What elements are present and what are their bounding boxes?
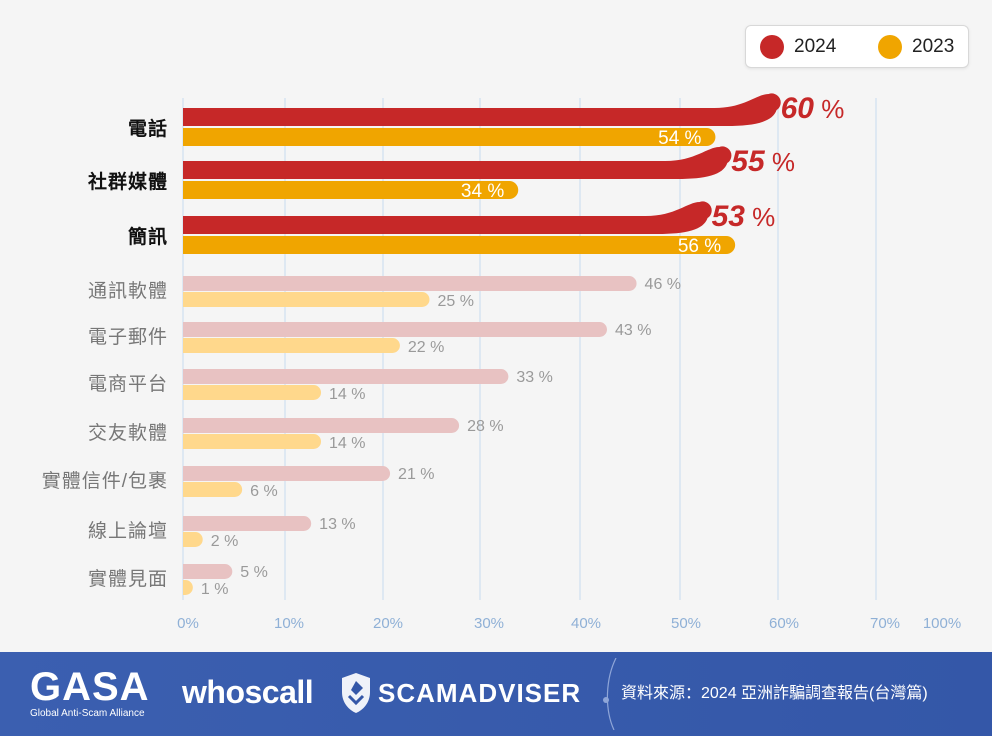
bar-2024 — [183, 93, 781, 126]
category-label: 實體信件/包裹 — [42, 470, 168, 492]
bar-2023 — [183, 482, 243, 497]
value-label-2024: 21 % — [398, 466, 434, 483]
legend: 2024 2023 — [745, 25, 969, 68]
value-label-2023: 1 % — [201, 581, 229, 598]
x-tick-label: 40% — [571, 615, 601, 632]
bar-2024 — [183, 146, 732, 179]
value-label-2024: 13 % — [319, 516, 355, 533]
bar-2024 — [183, 276, 637, 291]
bar-chart: 0% 10% 20% 30% 40% 50% 60% 70% 100% 電話 60 % 54 % 社群媒… — [42, 92, 961, 632]
legend-swatch-2023 — [878, 35, 902, 59]
bar-2024 — [183, 564, 233, 579]
value-label-2024: 55 % — [731, 145, 795, 178]
legend-item-2023: 2023 — [878, 35, 954, 59]
legend-label-2024: 2024 — [794, 36, 837, 57]
data-source-note: 資料來源：2024 亞洲詐騙調查報告(台灣篇) — [621, 685, 928, 702]
bar-2023 — [183, 580, 193, 595]
value-label-2023: 54 % — [658, 128, 701, 149]
bar-2024 — [183, 322, 607, 337]
bar-2023 — [183, 385, 322, 400]
shield-icon — [342, 673, 370, 713]
legend-swatch-2024 — [760, 35, 784, 59]
value-label-2024: 43 % — [615, 322, 651, 339]
x-tick-label: 100% — [923, 615, 961, 632]
value-label-2024: 5 % — [240, 564, 268, 581]
value-label-2023: 56 % — [678, 236, 721, 257]
legend-label-2023: 2023 — [912, 36, 955, 57]
bar-2023 — [183, 181, 519, 199]
value-label-2023: 25 % — [438, 293, 474, 310]
bar-2023 — [183, 434, 322, 449]
scamadviser-logo: SCAMADVISER — [378, 678, 582, 708]
category-label: 簡訊 — [128, 225, 168, 248]
value-label-2023: 6 % — [250, 483, 278, 500]
category-label: 電商平台 — [88, 373, 168, 395]
bar-2024 — [183, 369, 509, 384]
x-tick-label: 30% — [474, 615, 504, 632]
x-tick-label: 20% — [373, 615, 403, 632]
value-label-2023: 34 % — [461, 181, 504, 202]
category-label: 通訊軟體 — [88, 280, 168, 302]
footer-banner: GASA Global Anti-Scam Alliance whoscall … — [0, 652, 992, 736]
bar-2023 — [183, 236, 736, 254]
value-label-2023: 14 % — [329, 435, 365, 452]
x-tick-label: 50% — [671, 615, 701, 632]
value-label-2023: 14 % — [329, 386, 365, 403]
x-tick-label: 0% — [177, 615, 199, 632]
legend-item-2024: 2024 — [760, 35, 836, 59]
gasa-logo: GASA — [30, 665, 150, 709]
category-label: 社群媒體 — [87, 170, 168, 193]
x-tick-label: 70% — [870, 615, 900, 632]
whoscall-logo: whoscall — [182, 674, 314, 710]
bar-2023 — [183, 292, 430, 307]
value-label-2024: 60 % — [781, 92, 845, 125]
gasa-subtitle: Global Anti-Scam Alliance — [30, 708, 145, 719]
value-label-2024: 53 % — [712, 200, 776, 233]
bar-2024 — [183, 201, 712, 234]
bar-2024 — [183, 516, 312, 531]
value-label-2024: 33 % — [516, 369, 552, 386]
x-tick-label: 60% — [769, 615, 799, 632]
bar-2023 — [183, 338, 400, 353]
bar-2023 — [183, 532, 203, 547]
footer-divider — [603, 658, 617, 730]
category-label: 交友軟體 — [88, 422, 168, 444]
value-label-2024: 28 % — [467, 418, 503, 435]
value-label-2023: 2 % — [211, 533, 239, 550]
category-label: 電話 — [128, 117, 168, 140]
category-label: 電子郵件 — [88, 326, 168, 348]
value-label-2024: 46 % — [645, 276, 681, 293]
bar-2024 — [183, 466, 391, 481]
x-tick-label: 10% — [274, 615, 304, 632]
category-label: 實體見面 — [88, 568, 168, 590]
category-label: 線上論壇 — [88, 520, 168, 542]
bar-2023 — [183, 128, 716, 146]
value-label-2023: 22 % — [408, 339, 444, 356]
bar-2024 — [183, 418, 460, 433]
